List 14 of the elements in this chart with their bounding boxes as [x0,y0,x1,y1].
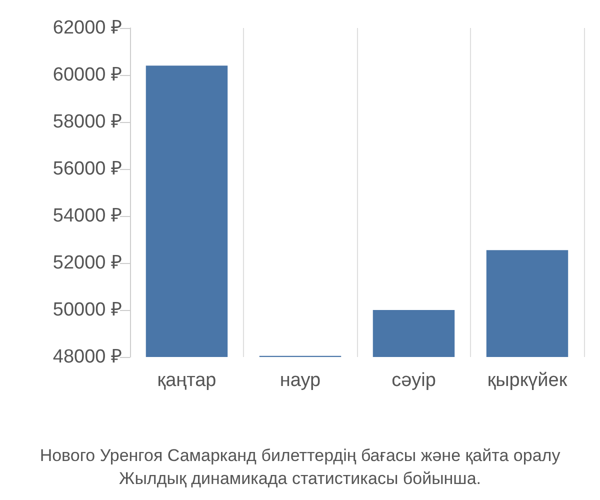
y-tick-label: 58000 ₽ [52,112,122,132]
y-tick-label: 60000 ₽ [52,64,122,86]
x-tick-label: наур [280,370,321,391]
y-tick-label: 54000 ₽ [52,206,122,226]
y-tick-label: 56000 ₽ [52,158,122,180]
x-tick-label: қыркүйек [487,370,568,391]
x-tick-label: сәуір [392,370,436,391]
y-tick-label: 62000 ₽ [52,18,122,38]
y-tick-label: 52000 ₽ [52,252,122,274]
y-tick-label: 48000 ₽ [52,346,122,368]
text: Нового Уренгоя Самарканд билеттердің бағасы және қайта оралу [40,446,561,465]
y-tick-label: 50000 ₽ [52,300,122,320]
text: Жылдық динамикада статистикасы бойынша. [119,469,481,488]
x-tick-label: қаңтар [157,370,216,391]
